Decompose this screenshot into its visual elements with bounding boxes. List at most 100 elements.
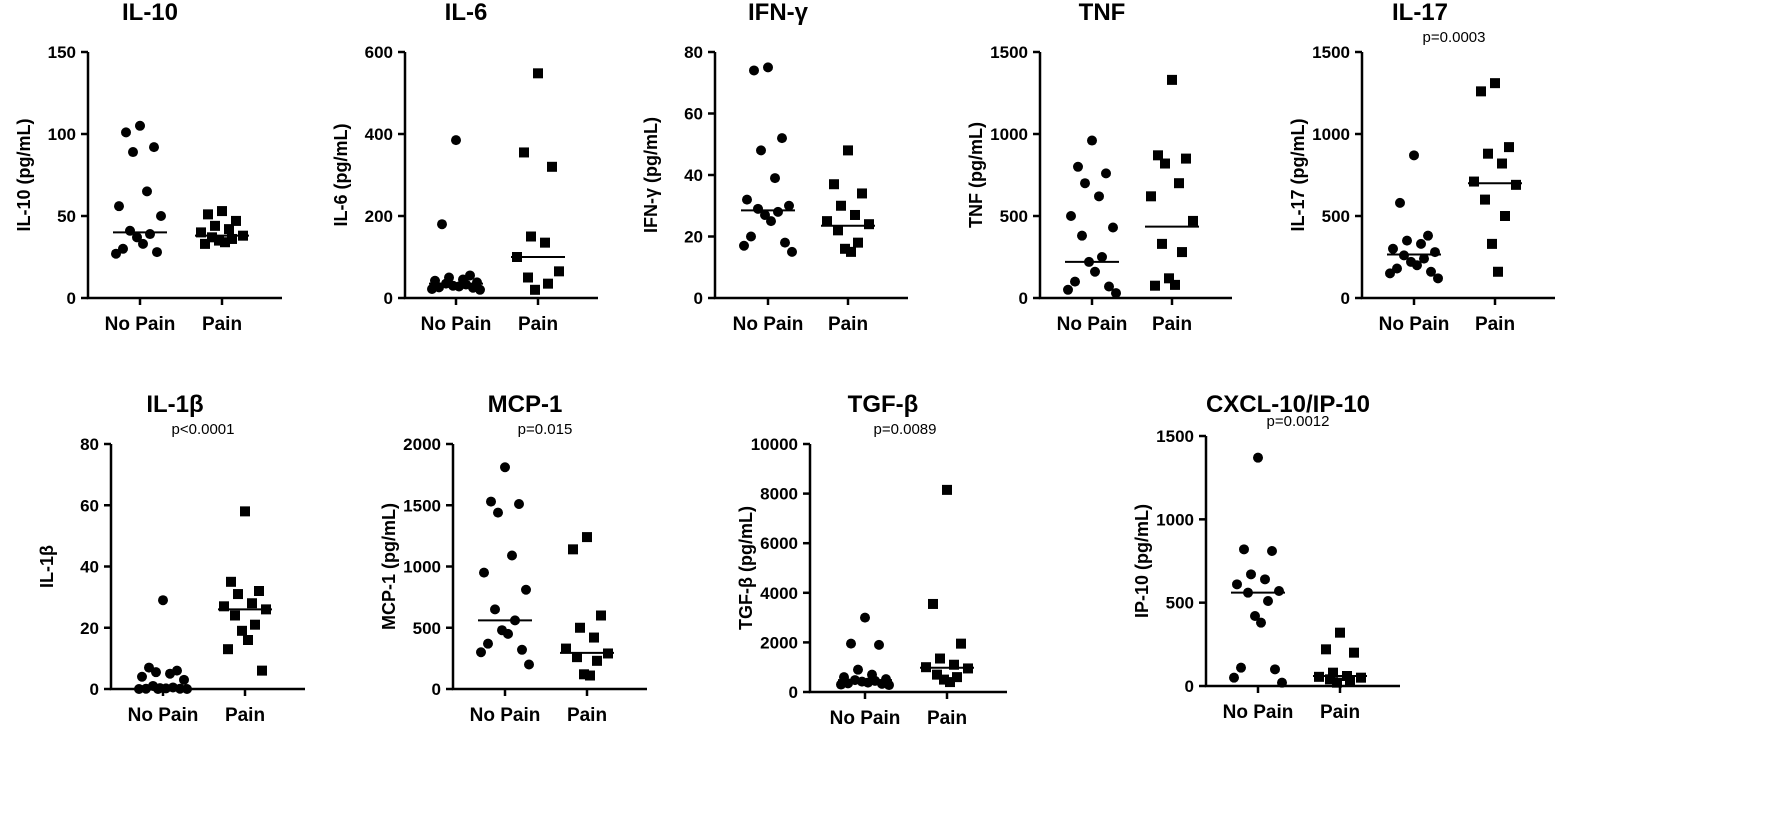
pain-point xyxy=(1328,667,1338,678)
no-pain-point xyxy=(1108,222,1118,233)
no-pain-point xyxy=(524,659,534,670)
no-pain-point xyxy=(1246,569,1256,580)
y-tick-label: 0 xyxy=(1341,289,1350,308)
pain-point xyxy=(945,677,955,688)
y-axis-label: IFN-γ (pg/mL) xyxy=(641,117,661,233)
no-pain-point xyxy=(517,644,527,655)
pain-point xyxy=(843,145,853,156)
chart-title: IL-10 xyxy=(122,0,178,26)
chart-title: IL-6 xyxy=(445,0,488,26)
no-pain-point xyxy=(1260,574,1270,585)
pain-point xyxy=(949,659,959,670)
no-pain-point xyxy=(1250,611,1260,621)
chart-title: IFN-γ xyxy=(748,0,809,26)
panel-ifn-: IFN-γ 0 20 40 60 80 No Pain Pain IFN-γ (pg/mL) xyxy=(641,0,908,335)
no-pain-point xyxy=(138,238,148,249)
pain-point xyxy=(1170,279,1180,290)
no-pain-point xyxy=(1232,579,1242,590)
y-tick-label: 0 xyxy=(1185,677,1194,696)
no-pain-point xyxy=(780,237,790,248)
pain-point xyxy=(1480,194,1490,205)
no-pain-point xyxy=(165,668,175,679)
y-tick-label: 0 xyxy=(789,683,798,702)
axis-lines xyxy=(86,52,282,300)
no-pain-point xyxy=(749,65,759,76)
y-tick-label: 500 xyxy=(1166,594,1194,613)
no-pain-point xyxy=(182,684,192,694)
pain-point xyxy=(836,200,846,211)
no-pain-point xyxy=(152,247,162,258)
pain-point xyxy=(596,610,606,621)
pain-point xyxy=(1493,266,1503,277)
x-category-label: No Pain xyxy=(105,314,176,335)
axis-lines xyxy=(713,52,908,300)
no-pain-point xyxy=(1430,247,1440,258)
no-pain-point xyxy=(1392,263,1402,274)
no-pain-point xyxy=(766,216,776,227)
pain-point xyxy=(1321,644,1331,655)
y-tick-label: 100 xyxy=(48,125,76,144)
pain-point xyxy=(203,209,213,220)
chart-title: TNF xyxy=(1079,0,1126,26)
pain-point xyxy=(224,224,234,235)
pain-point xyxy=(220,237,230,248)
y-axis-label: IL-17 (pg/mL) xyxy=(1288,119,1308,232)
y-tick-label: 40 xyxy=(684,166,703,185)
no-pain-point xyxy=(500,462,510,473)
pain-point xyxy=(585,670,595,681)
no-pain-point xyxy=(479,567,489,578)
pain-point xyxy=(233,589,243,600)
pain-point xyxy=(1487,238,1497,249)
pain-point xyxy=(592,655,602,666)
no-pain-point xyxy=(1111,288,1121,299)
y-tick-label: 1000 xyxy=(1312,125,1350,144)
no-pain-point xyxy=(156,211,166,221)
y-tick-label: 1000 xyxy=(1156,510,1194,529)
pain-point xyxy=(575,622,585,633)
x-category-label: Pain xyxy=(518,314,558,335)
no-pain-point xyxy=(1104,281,1114,292)
x-category-label: Pain xyxy=(1152,314,1192,335)
pain-point xyxy=(1476,86,1486,97)
pain-point xyxy=(952,672,962,683)
no-pain-point xyxy=(773,206,783,217)
y-axis-label: IP-10 (pg/mL) xyxy=(1132,504,1152,618)
pain-point xyxy=(523,272,533,283)
no-pain-point xyxy=(770,173,780,184)
panel-il-17: IL-17 p=0.0003 0 500 1000 1500 No Pain Pain IL-1… xyxy=(1288,0,1555,335)
pain-point xyxy=(257,665,267,676)
pain-point xyxy=(561,643,571,654)
no-pain-point xyxy=(1077,230,1087,241)
y-tick-label: 20 xyxy=(80,619,99,638)
no-pain-point xyxy=(134,684,144,694)
no-pain-point xyxy=(503,628,513,639)
pain-point xyxy=(230,610,240,621)
pain-point xyxy=(1483,148,1493,159)
no-pain-point xyxy=(451,135,461,146)
no-pain-point xyxy=(145,229,155,240)
panel-mcp-1: MCP-1 p=0.015 0 500 1000 1500 2000 No Pain Pain M… xyxy=(379,391,647,726)
x-category-label: No Pain xyxy=(470,705,541,726)
pain-point xyxy=(227,233,237,244)
no-pain-point xyxy=(121,127,131,138)
no-pain-point xyxy=(514,499,524,510)
p-value-label: p=0.0012 xyxy=(1267,413,1330,430)
y-axis-label: IL-1β xyxy=(37,545,57,588)
y-tick-label: 1000 xyxy=(990,125,1028,144)
no-pain-point xyxy=(1395,197,1405,208)
no-pain-point xyxy=(179,674,189,685)
y-tick-label: 1500 xyxy=(403,496,441,515)
pain-point xyxy=(1345,676,1355,686)
pain-point xyxy=(864,219,874,230)
pain-point xyxy=(1167,74,1177,85)
x-category-label: Pain xyxy=(1320,702,1360,723)
pain-point xyxy=(554,266,564,277)
no-pain-point xyxy=(142,186,152,197)
no-pain-point xyxy=(135,120,145,131)
pain-point xyxy=(1349,647,1359,658)
pain-point xyxy=(250,619,260,630)
no-pain-point xyxy=(874,639,884,650)
no-pain-point xyxy=(1263,596,1273,606)
pain-point xyxy=(956,638,966,649)
